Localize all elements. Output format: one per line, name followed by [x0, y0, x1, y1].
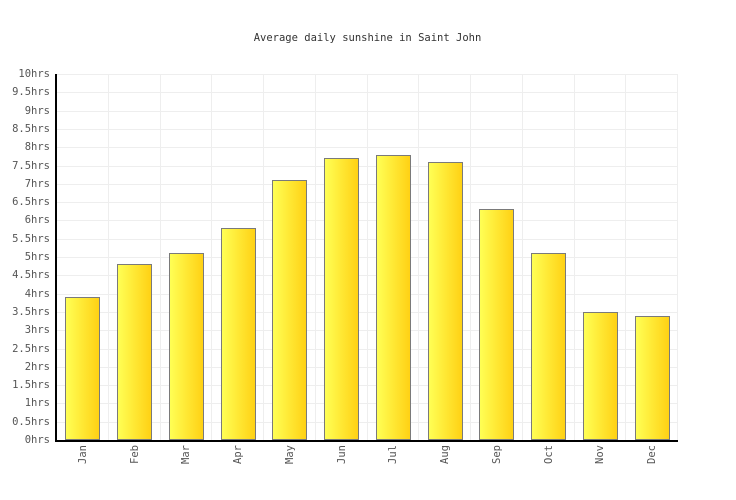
h-gridline: [57, 238, 678, 240]
h-gridline: [57, 183, 678, 185]
v-gridline: [521, 74, 523, 440]
plot-area: [57, 74, 678, 440]
bar-aug: [427, 161, 463, 440]
y-tick-label: 6hrs: [24, 214, 50, 227]
v-gridline: [107, 74, 109, 440]
y-tick-label: 5hrs: [24, 251, 50, 263]
h-gridline: [57, 366, 678, 368]
v-gridline: [366, 74, 368, 440]
bar-nov: [582, 311, 618, 440]
x-tick-label: Mar: [180, 445, 193, 464]
v-gridline: [677, 74, 678, 440]
bar-jun: [324, 158, 360, 440]
h-gridline: [57, 110, 678, 112]
bar-may: [272, 180, 308, 440]
x-tick-label: Apr: [232, 445, 245, 464]
y-tick-label: 0.5hrs: [12, 415, 50, 428]
y-tick-label: 3.5hrs: [12, 305, 50, 318]
y-tick-label: 8hrs: [24, 141, 50, 154]
bar-feb: [117, 264, 153, 440]
y-tick-label: 0hrs: [24, 434, 50, 446]
h-gridline: [57, 311, 678, 313]
v-gridline: [159, 74, 161, 440]
h-gridline: [57, 257, 678, 258]
y-tick-label: 7.5hrs: [12, 159, 50, 172]
y-tick-label: 4.5hrs: [12, 269, 50, 282]
v-gridline: [625, 74, 627, 440]
h-gridline: [57, 165, 678, 167]
v-gridline: [211, 74, 213, 440]
bar-jul: [375, 154, 411, 440]
v-gridline: [573, 74, 575, 440]
h-gridline: [57, 421, 678, 423]
x-tick-label: Aug: [439, 445, 452, 464]
h-gridline: [57, 202, 678, 204]
y-axis-line: [55, 74, 57, 442]
chart-title: Average daily sunshine in Saint John: [253, 32, 482, 44]
h-gridline: [57, 128, 678, 130]
h-gridline: [57, 348, 678, 350]
y-tick-label: 1hrs: [24, 397, 50, 410]
x-tick-label: Jan: [76, 445, 89, 464]
x-axis-line: [55, 440, 678, 442]
bar-apr: [220, 227, 256, 440]
y-tick-label: 6.5hrs: [12, 196, 50, 209]
h-gridline: [57, 74, 678, 75]
y-tick-label: 7hrs: [24, 177, 50, 190]
bar-sep: [479, 209, 515, 440]
bar-oct: [531, 253, 567, 440]
y-tick-label: 10hrs: [18, 68, 50, 80]
x-tick-label: Sep: [490, 445, 503, 464]
v-gridline: [263, 74, 264, 440]
v-gridline: [470, 74, 471, 440]
x-tick-label: Jun: [335, 445, 348, 464]
y-tick-label: 3hrs: [24, 324, 50, 337]
bar-jan: [65, 297, 101, 440]
y-tick-label: 2hrs: [24, 360, 50, 373]
y-tick-label: 8.5hrs: [12, 122, 50, 135]
x-tick-label: Feb: [128, 445, 141, 464]
h-gridline: [57, 220, 678, 222]
x-tick-label: May: [283, 445, 296, 464]
y-tick-label: 2.5hrs: [12, 342, 50, 355]
x-tick-label: Nov: [594, 445, 607, 464]
y-tick-label: 1.5hrs: [12, 379, 50, 392]
h-gridline: [57, 293, 678, 295]
h-gridline: [57, 92, 678, 94]
x-tick-label: Dec: [646, 445, 659, 464]
y-tick-label: 4hrs: [24, 287, 50, 300]
y-tick-label: 9hrs: [24, 104, 50, 117]
x-tick-label: Jul: [387, 445, 400, 464]
x-tick-label: Oct: [542, 445, 555, 464]
bar-mar: [168, 253, 204, 440]
h-gridline: [57, 147, 678, 149]
v-gridline: [418, 74, 420, 440]
h-gridline: [57, 385, 678, 387]
h-gridline: [57, 275, 678, 277]
h-gridline: [57, 330, 678, 332]
y-tick-label: 9.5hrs: [12, 86, 50, 99]
y-tick-label: 5.5hrs: [12, 232, 50, 245]
v-gridline: [314, 74, 316, 440]
h-gridline: [57, 403, 678, 405]
bar-dec: [634, 315, 670, 440]
